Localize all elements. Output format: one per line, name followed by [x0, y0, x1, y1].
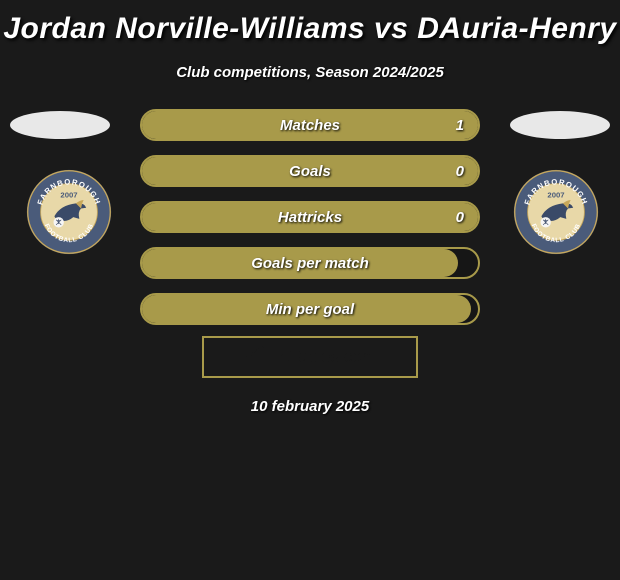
stat-row: Min per goal	[140, 293, 480, 325]
svg-text:2007: 2007	[547, 190, 564, 199]
bar-chart-icon	[244, 346, 266, 368]
stat-row: Hattricks0	[140, 201, 480, 233]
stat-row: Matches1	[140, 109, 480, 141]
player2-photo-placeholder	[510, 111, 610, 139]
stat-value: 1	[456, 111, 464, 139]
player2-club-badge: FARNBOROUGH FOOTBALL CLUB 2007	[513, 169, 599, 255]
stat-label: Min per goal	[142, 295, 478, 323]
stat-label: Matches	[142, 111, 478, 139]
comparison-area: FARNBOROUGH FOOTBALL CLUB 2007 FARNBOROU…	[0, 109, 620, 334]
stat-label: Goals per match	[142, 249, 478, 277]
stat-label: Goals	[142, 157, 478, 185]
subtitle: Club competitions, Season 2024/2025	[0, 64, 620, 81]
stat-value: 0	[456, 203, 464, 231]
player1-photo-placeholder	[10, 111, 110, 139]
svg-text:2007: 2007	[60, 190, 77, 199]
source-text: FcTables.com	[270, 347, 376, 367]
page-title: Jordan Norville-Williams vs DAuria-Henry	[0, 0, 620, 46]
stat-value: 0	[456, 157, 464, 185]
date-label: 10 february 2025	[0, 398, 620, 415]
stat-row: Goals0	[140, 155, 480, 187]
farnborough-badge-icon: FARNBOROUGH FOOTBALL CLUB 2007	[513, 169, 599, 255]
player1-club-badge: FARNBOROUGH FOOTBALL CLUB 2007	[26, 169, 112, 255]
stat-label: Hattricks	[142, 203, 478, 231]
farnborough-badge-icon: FARNBOROUGH FOOTBALL CLUB 2007	[26, 169, 112, 255]
stats-list: Matches1Goals0Hattricks0Goals per matchM…	[140, 109, 480, 339]
stat-row: Goals per match	[140, 247, 480, 279]
source-attribution[interactable]: FcTables.com	[202, 336, 418, 378]
